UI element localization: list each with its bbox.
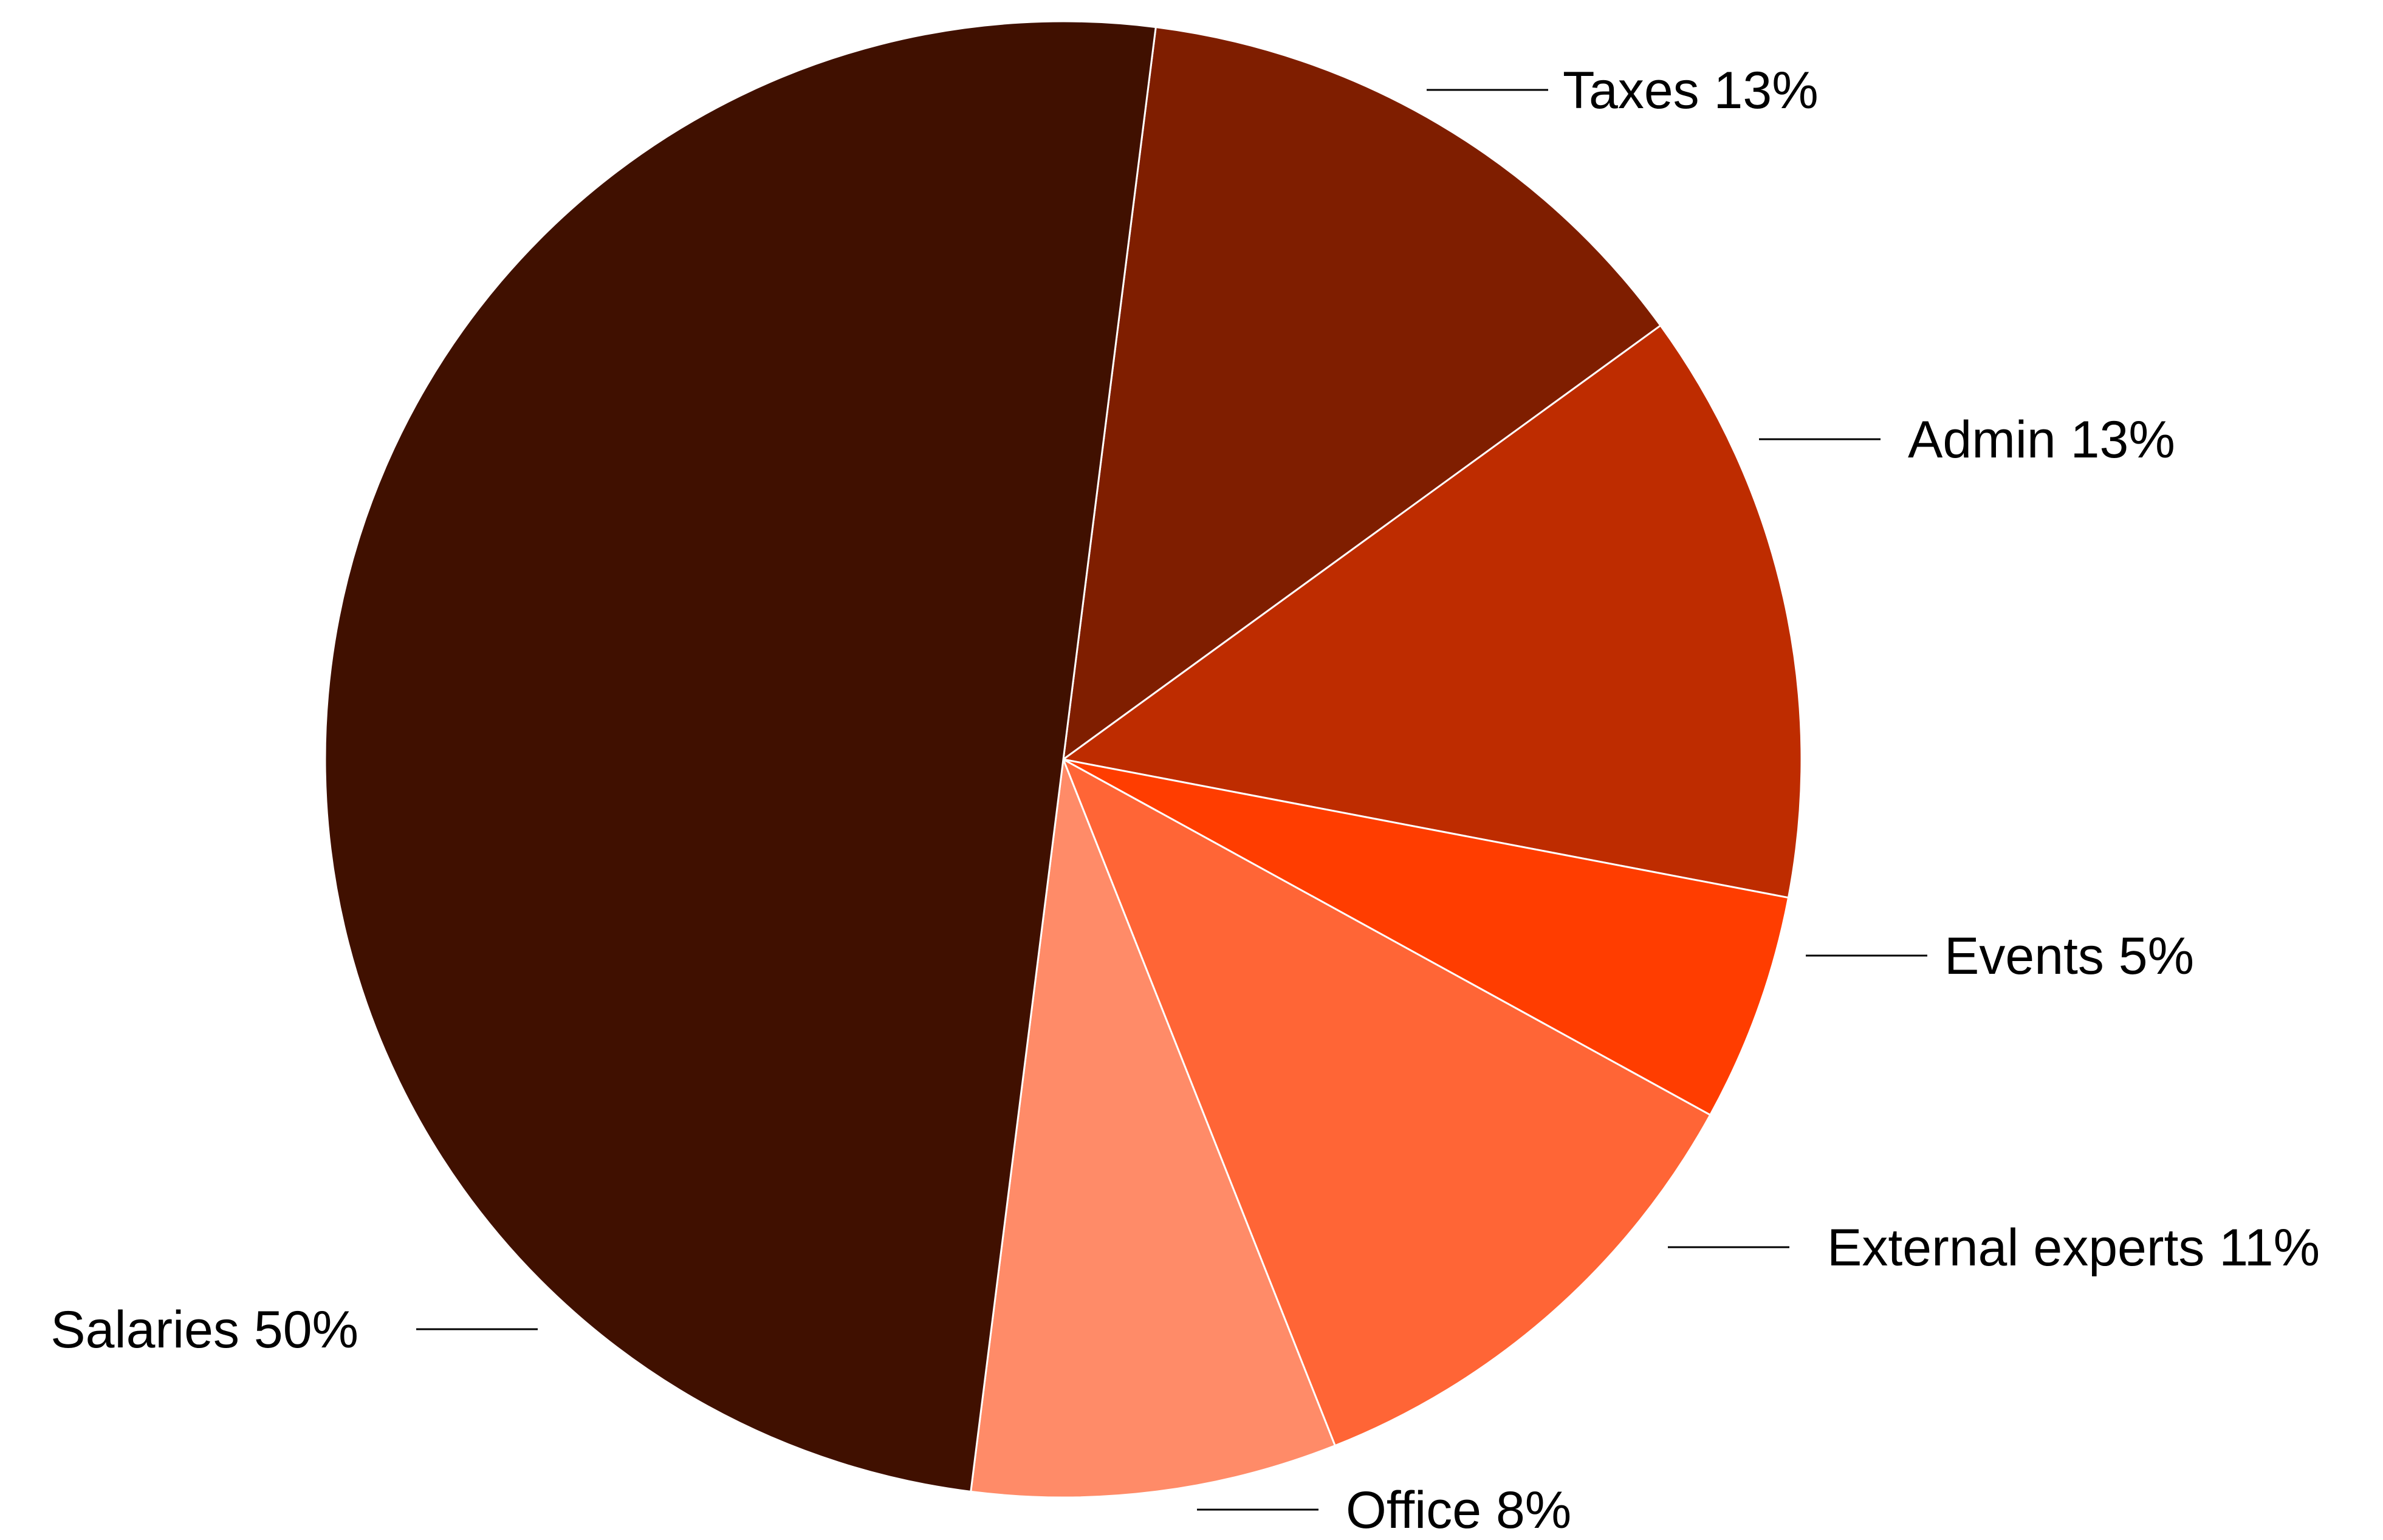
slice-label-salaries: Salaries 50% — [50, 1301, 358, 1359]
slice-label-events: Events 5% — [1944, 927, 2194, 985]
pie-labels: Taxes 13% Admin 13% Events 5% External expe… — [50, 61, 2320, 1539]
pie-slice-events — [1063, 758, 1790, 1117]
slice-label-taxes: Taxes 13% — [1563, 61, 1819, 120]
pie-slice-external-experts — [1061, 757, 1712, 1447]
pie-slice-admin — [1061, 324, 1803, 899]
slice-label-office: Office 8% — [1346, 1481, 1571, 1539]
pie-slice-taxes — [1062, 26, 1662, 762]
slice-label-external-experts: External experts 11% — [1827, 1219, 2320, 1277]
pie-slice-office — [970, 759, 1337, 1499]
pie-slices — [324, 20, 1803, 1499]
slice-label-admin: Admin 13% — [1908, 411, 2175, 469]
pie-slice-salaries — [324, 20, 1157, 1493]
